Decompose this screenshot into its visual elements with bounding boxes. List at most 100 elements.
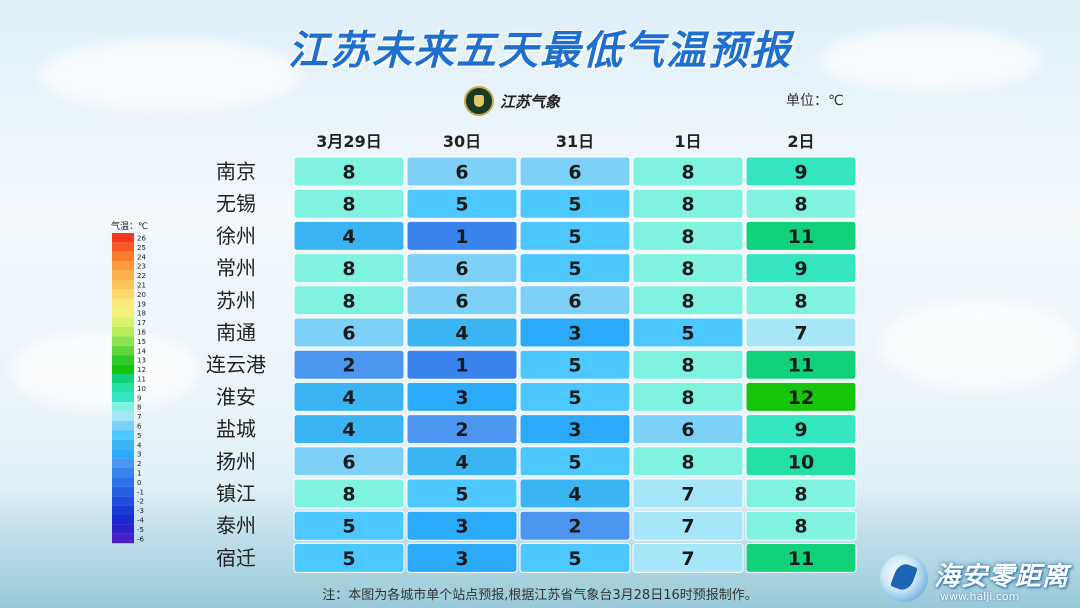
temperature-cell xyxy=(406,220,518,251)
legend-tick-label: 20 xyxy=(137,291,146,299)
column-header: 31日 xyxy=(556,132,594,151)
temperature-cell xyxy=(519,542,631,573)
temperature-cell xyxy=(406,478,518,509)
temperature-value: 8 xyxy=(342,484,355,506)
temperature-value: 6 xyxy=(568,290,581,312)
temperature-value: 11 xyxy=(788,548,814,570)
temperature-cell xyxy=(745,349,857,380)
temperature-value: 11 xyxy=(788,226,814,248)
legend-tick-label: 5 xyxy=(137,432,141,440)
temperature-value: 6 xyxy=(342,323,355,345)
legend-tick-label: 21 xyxy=(137,282,146,290)
temperature-value: 7 xyxy=(681,548,694,570)
city-label: 镇江 xyxy=(216,482,256,506)
legend-title: 气温：℃ xyxy=(111,220,148,232)
temperature-value: 4 xyxy=(342,226,355,248)
temperature-cell xyxy=(406,317,518,348)
temperature-value: 2 xyxy=(568,516,581,538)
legend-swatch xyxy=(112,242,134,252)
legend-tick-label: 12 xyxy=(137,366,146,374)
temperature-value: 5 xyxy=(568,387,581,409)
temperature-value: 5 xyxy=(681,323,694,345)
temperature-cell xyxy=(293,542,405,573)
legend-swatch xyxy=(112,261,134,271)
temperature-cell xyxy=(406,446,518,477)
legend-tick-label: 24 xyxy=(137,253,146,261)
legend-swatch xyxy=(112,233,134,243)
legend-tick-label: 13 xyxy=(137,357,146,365)
temperature-cell xyxy=(632,542,744,573)
temperature-cell xyxy=(406,285,518,316)
temperature-cell xyxy=(632,414,744,445)
cloud-decoration xyxy=(10,330,200,410)
temperature-value: 6 xyxy=(455,290,468,312)
legend-tick-label: 16 xyxy=(137,329,146,337)
legend-swatch xyxy=(112,449,134,459)
temperature-value: 8 xyxy=(681,162,694,184)
temperature-value: 6 xyxy=(681,419,694,441)
cloud-decoration xyxy=(880,300,1080,390)
legend-swatch xyxy=(112,374,134,384)
legend-tick-label: 17 xyxy=(137,319,146,327)
temperature-value: 2 xyxy=(342,355,355,377)
legend-swatch xyxy=(112,270,134,280)
legend-swatch xyxy=(112,421,134,431)
temperature-value: 8 xyxy=(681,226,694,248)
legend-swatch xyxy=(112,383,134,393)
temperature-value: 4 xyxy=(455,451,468,473)
temperature-cell xyxy=(293,220,405,251)
temperature-value: 9 xyxy=(794,162,807,184)
temperature-cell xyxy=(745,317,857,348)
temperature-value: 6 xyxy=(455,162,468,184)
city-label: 常州 xyxy=(216,256,256,280)
temperature-cell xyxy=(293,414,405,445)
column-header: 3月29日 xyxy=(316,132,381,151)
watermark: 海安零距离 www.halji.com xyxy=(880,552,1080,608)
city-label: 泰州 xyxy=(216,514,256,538)
temperature-cell xyxy=(519,317,631,348)
temperature-cell xyxy=(519,510,631,541)
temperature-cell xyxy=(406,156,518,187)
legend-tick-label: 11 xyxy=(137,376,146,384)
legend-swatch xyxy=(112,392,134,403)
legend-tick-label: 2 xyxy=(137,460,141,468)
temperature-cell xyxy=(406,414,518,445)
legend-swatch xyxy=(112,317,134,327)
city-label: 苏州 xyxy=(216,288,256,312)
legend-tick-label: -6 xyxy=(137,535,145,543)
legend-tick-label: 7 xyxy=(137,413,141,421)
temperature-value: 5 xyxy=(568,226,581,248)
temperature-value: 8 xyxy=(794,516,807,538)
legend-tick-label: 14 xyxy=(137,347,146,355)
temperature-cell xyxy=(632,446,744,477)
temperature-value: 5 xyxy=(455,484,468,506)
temperature-value: 9 xyxy=(794,419,807,441)
temperature-cell xyxy=(293,317,405,348)
legend-swatch xyxy=(112,280,134,290)
temperature-cell xyxy=(519,188,631,219)
temperature-value: 2 xyxy=(455,419,468,441)
city-label: 南京 xyxy=(216,160,256,184)
temperature-cell xyxy=(293,285,405,316)
temperature-cell xyxy=(293,253,405,284)
temperature-value: 3 xyxy=(455,548,468,570)
temperature-cell xyxy=(406,510,518,541)
temperature-cell xyxy=(519,156,631,187)
legend-tick-label: 23 xyxy=(137,263,146,271)
legend-swatch xyxy=(112,411,134,421)
temperature-cell xyxy=(293,156,405,187)
temperature-value: 11 xyxy=(788,355,814,377)
legend-swatch xyxy=(112,336,134,346)
temperature-value: 5 xyxy=(342,516,355,538)
watermark-title: 海安零距离 xyxy=(934,562,1070,592)
legend-tick-label: 10 xyxy=(137,385,146,393)
temperature-value: 5 xyxy=(568,355,581,377)
temperature-cell xyxy=(293,510,405,541)
temperature-cell xyxy=(519,285,631,316)
temperature-value: 5 xyxy=(568,451,581,473)
temperature-cell xyxy=(293,381,405,412)
legend-tick-label: 6 xyxy=(137,423,142,431)
temperature-cell xyxy=(632,478,744,509)
legend-swatch xyxy=(112,251,134,262)
